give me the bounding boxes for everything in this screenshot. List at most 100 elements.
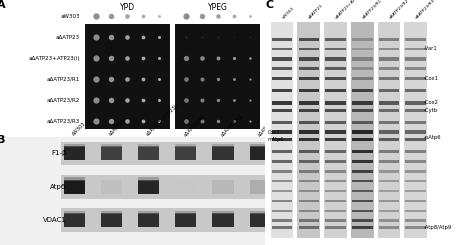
Bar xyxy=(299,180,319,182)
Text: aΔATP23+ATP23(i): aΔATP23+ATP23(i) xyxy=(335,0,366,20)
Bar xyxy=(272,57,292,61)
Bar xyxy=(352,200,373,202)
Bar xyxy=(272,138,292,141)
Bar xyxy=(271,22,293,238)
Bar xyxy=(379,170,399,173)
Bar xyxy=(272,200,292,202)
Bar xyxy=(325,190,346,192)
Bar xyxy=(404,22,427,238)
Bar xyxy=(272,109,292,112)
Bar xyxy=(212,213,234,227)
Bar xyxy=(212,180,234,194)
Bar xyxy=(101,180,122,194)
Bar xyxy=(325,170,346,173)
Bar xyxy=(405,48,426,50)
Bar xyxy=(325,150,346,153)
Bar xyxy=(405,190,426,192)
Bar xyxy=(325,180,346,182)
Bar xyxy=(138,177,159,181)
Bar xyxy=(175,24,260,129)
Bar xyxy=(249,180,271,194)
Bar xyxy=(325,210,346,212)
Bar xyxy=(272,219,292,222)
Bar xyxy=(405,180,426,182)
Text: aΔATP23/R2: aΔATP23/R2 xyxy=(388,0,410,20)
Text: aΔATP23+ATP23(i): aΔATP23+ATP23(i) xyxy=(145,101,181,137)
Bar xyxy=(299,130,319,134)
Bar xyxy=(352,226,373,229)
Bar xyxy=(405,170,426,173)
Text: aΔATP23+ATP23(i): aΔATP23+ATP23(i) xyxy=(28,56,80,61)
Bar xyxy=(405,200,426,202)
Bar xyxy=(272,180,292,182)
Bar xyxy=(325,67,346,70)
Text: YPD: YPD xyxy=(120,3,135,12)
Text: aΔATP23/R3: aΔATP23/R3 xyxy=(46,119,80,124)
Text: aΔATP23/R3: aΔATP23/R3 xyxy=(415,0,436,20)
Bar xyxy=(299,67,319,70)
Bar xyxy=(272,48,292,50)
Bar xyxy=(352,89,373,92)
Text: B: B xyxy=(0,135,6,145)
Bar xyxy=(272,76,292,80)
Bar xyxy=(379,130,399,134)
Text: aΔATP23/R2: aΔATP23/R2 xyxy=(46,98,80,103)
Bar xyxy=(379,48,399,50)
Bar xyxy=(379,210,399,212)
Bar xyxy=(299,89,319,92)
Bar xyxy=(299,138,319,141)
Text: -Cox1: -Cox1 xyxy=(424,76,439,81)
Bar xyxy=(64,177,85,181)
Bar xyxy=(175,146,196,160)
Bar xyxy=(299,57,319,61)
Bar xyxy=(101,146,122,160)
Bar xyxy=(379,57,399,61)
Text: aΔATP23/R1: aΔATP23/R1 xyxy=(362,0,383,20)
Text: VDAC1: VDAC1 xyxy=(43,217,66,223)
Bar xyxy=(405,210,426,212)
Text: YPEG: YPEG xyxy=(208,3,228,12)
Bar xyxy=(272,210,292,212)
Bar xyxy=(272,226,292,229)
Text: aΔATP23: aΔATP23 xyxy=(108,119,127,137)
Bar xyxy=(299,38,319,41)
Bar xyxy=(405,89,426,92)
Text: aΔATP23: aΔATP23 xyxy=(55,35,80,40)
Bar xyxy=(405,130,426,134)
Bar xyxy=(379,200,399,202)
Bar xyxy=(175,144,196,147)
Text: aW303: aW303 xyxy=(282,6,295,20)
Bar xyxy=(325,219,346,222)
Bar xyxy=(272,130,292,134)
Bar xyxy=(212,144,234,147)
Text: A: A xyxy=(0,0,6,10)
Bar xyxy=(405,38,426,41)
Text: aW303: aW303 xyxy=(60,14,80,19)
Bar xyxy=(379,150,399,153)
Text: aΔATP23/R1: aΔATP23/R1 xyxy=(182,113,207,137)
Bar xyxy=(405,226,426,229)
Bar xyxy=(352,48,373,50)
Bar xyxy=(379,226,399,229)
Bar xyxy=(272,101,292,105)
Bar xyxy=(352,57,373,61)
Bar xyxy=(212,211,234,214)
Bar xyxy=(272,121,292,124)
Bar xyxy=(325,89,346,92)
Bar xyxy=(175,180,196,194)
Bar xyxy=(379,219,399,222)
Bar xyxy=(379,121,399,124)
Bar xyxy=(249,146,271,160)
Bar xyxy=(325,130,346,134)
Bar xyxy=(325,138,346,141)
Bar xyxy=(175,211,196,214)
Bar xyxy=(138,213,159,227)
Bar xyxy=(299,48,319,50)
Bar xyxy=(64,146,85,160)
Bar xyxy=(299,76,319,80)
Text: -pAtp6: -pAtp6 xyxy=(424,135,442,140)
Bar xyxy=(101,213,122,227)
Bar xyxy=(379,38,399,41)
Bar xyxy=(352,160,373,163)
Text: -Cox2: -Cox2 xyxy=(424,100,439,105)
